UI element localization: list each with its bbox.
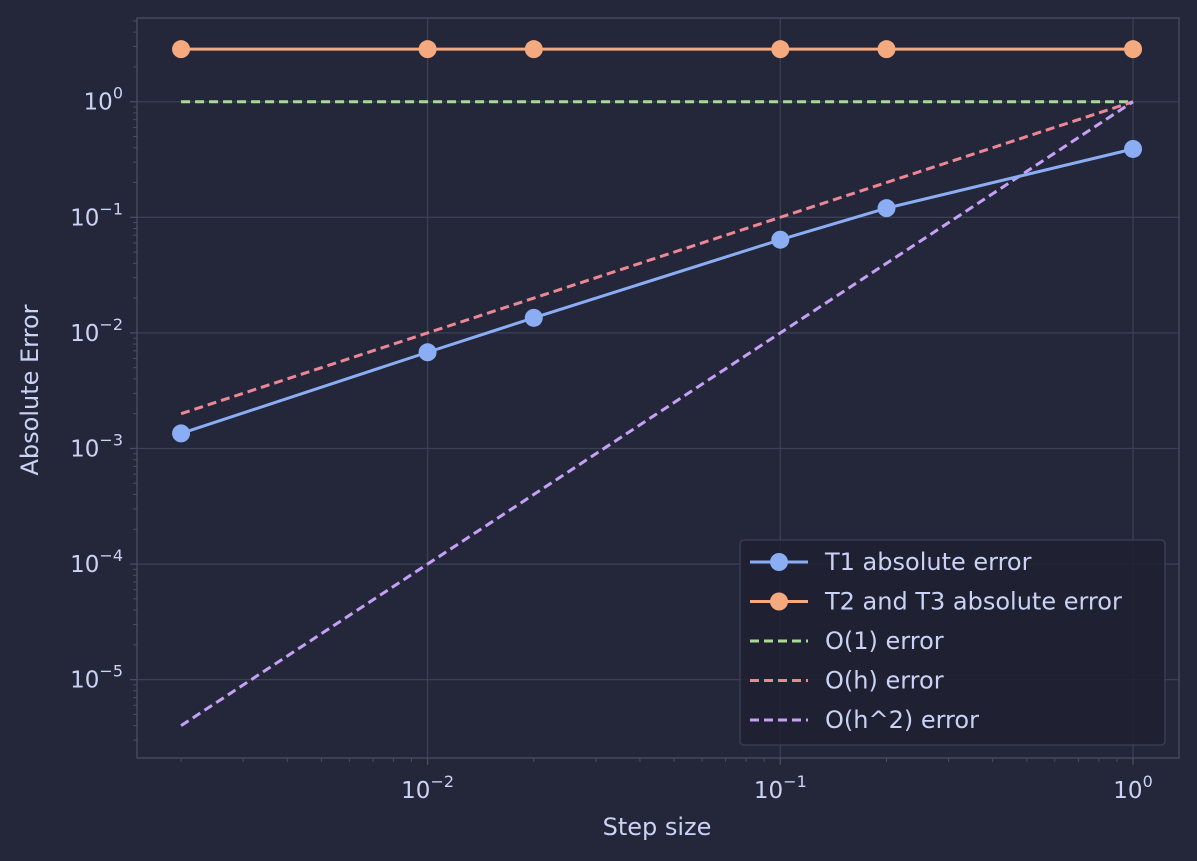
y-tick-base: 10 (84, 90, 113, 116)
x-tick-exponent: 0 (1143, 772, 1153, 791)
x-tick-exponent: −2 (430, 772, 454, 791)
data-point-t1-absolute-error (877, 199, 896, 218)
legend-label: O(h) error (825, 667, 944, 695)
y-tick-exponent: 0 (113, 84, 123, 103)
legend-label: O(1) error (825, 627, 944, 655)
series-line-o-h-error (180, 100, 1134, 416)
legend-swatch-marker (770, 592, 788, 611)
y-tick-label: 10−1 (70, 199, 123, 231)
data-point-t2-and-t3-absolute-error (524, 40, 543, 59)
y-tick-label: 100 (84, 84, 123, 116)
data-point-t1-absolute-error (524, 308, 543, 327)
x-tick-exponent: −1 (783, 772, 807, 791)
y-tick-exponent: −1 (99, 199, 123, 218)
y-tick-label: 10−5 (70, 662, 123, 694)
series-layer (172, 40, 1143, 727)
y-tick-exponent: −5 (99, 662, 123, 681)
x-tick-label: 10−1 (754, 772, 807, 804)
series-line-o-h-2-error (180, 100, 1134, 727)
y-tick-exponent: −4 (99, 546, 123, 565)
legend-swatch-marker (770, 553, 788, 571)
data-point-t2-and-t3-absolute-error (877, 40, 896, 59)
y-tick-base: 10 (70, 668, 99, 694)
x-tick-label: 10−2 (401, 772, 454, 804)
legend-label: T2 and T3 absolute error (824, 588, 1122, 616)
x-tick-base: 10 (1113, 778, 1142, 804)
data-point-t2-and-t3-absolute-error (771, 40, 790, 59)
legend-label: O(h^2) error (825, 706, 979, 734)
series-line-t1-absolute-error (180, 147, 1134, 435)
y-tick-exponent: −3 (99, 430, 123, 449)
data-point-t1-absolute-error (418, 343, 437, 362)
data-point-t1-absolute-error (1124, 139, 1143, 158)
y-tick-base: 10 (70, 552, 99, 578)
y-axis-label: Absolute Error (16, 304, 44, 475)
y-tick-base: 10 (70, 436, 99, 462)
x-tick-base: 10 (401, 778, 430, 804)
data-point-t1-absolute-error (172, 424, 191, 443)
y-tick-label: 10−3 (70, 430, 123, 462)
axes-frame (136, 17, 1180, 759)
data-point-t2-and-t3-absolute-error (1124, 40, 1143, 59)
legend-box (739, 539, 1166, 746)
x-tick-base: 10 (754, 778, 783, 804)
data-point-t2-and-t3-absolute-error (172, 40, 191, 59)
y-tick-base: 10 (70, 205, 99, 231)
data-point-t1-absolute-error (771, 230, 790, 249)
y-tick-label: 10−2 (70, 315, 123, 347)
legend: T1 absolute error T2 and T3 absolute erro… (739, 539, 1166, 746)
x-tick-label: 100 (1113, 772, 1152, 804)
y-tick-base: 10 (70, 321, 99, 347)
x-axis-label: Step size (603, 813, 712, 841)
y-tick-label: 10−4 (70, 546, 123, 578)
data-point-t2-and-t3-absolute-error (418, 40, 437, 59)
legend-label: T1 absolute error (824, 548, 1032, 576)
axes-border (136, 17, 1180, 759)
y-tick-exponent: −2 (99, 315, 123, 334)
